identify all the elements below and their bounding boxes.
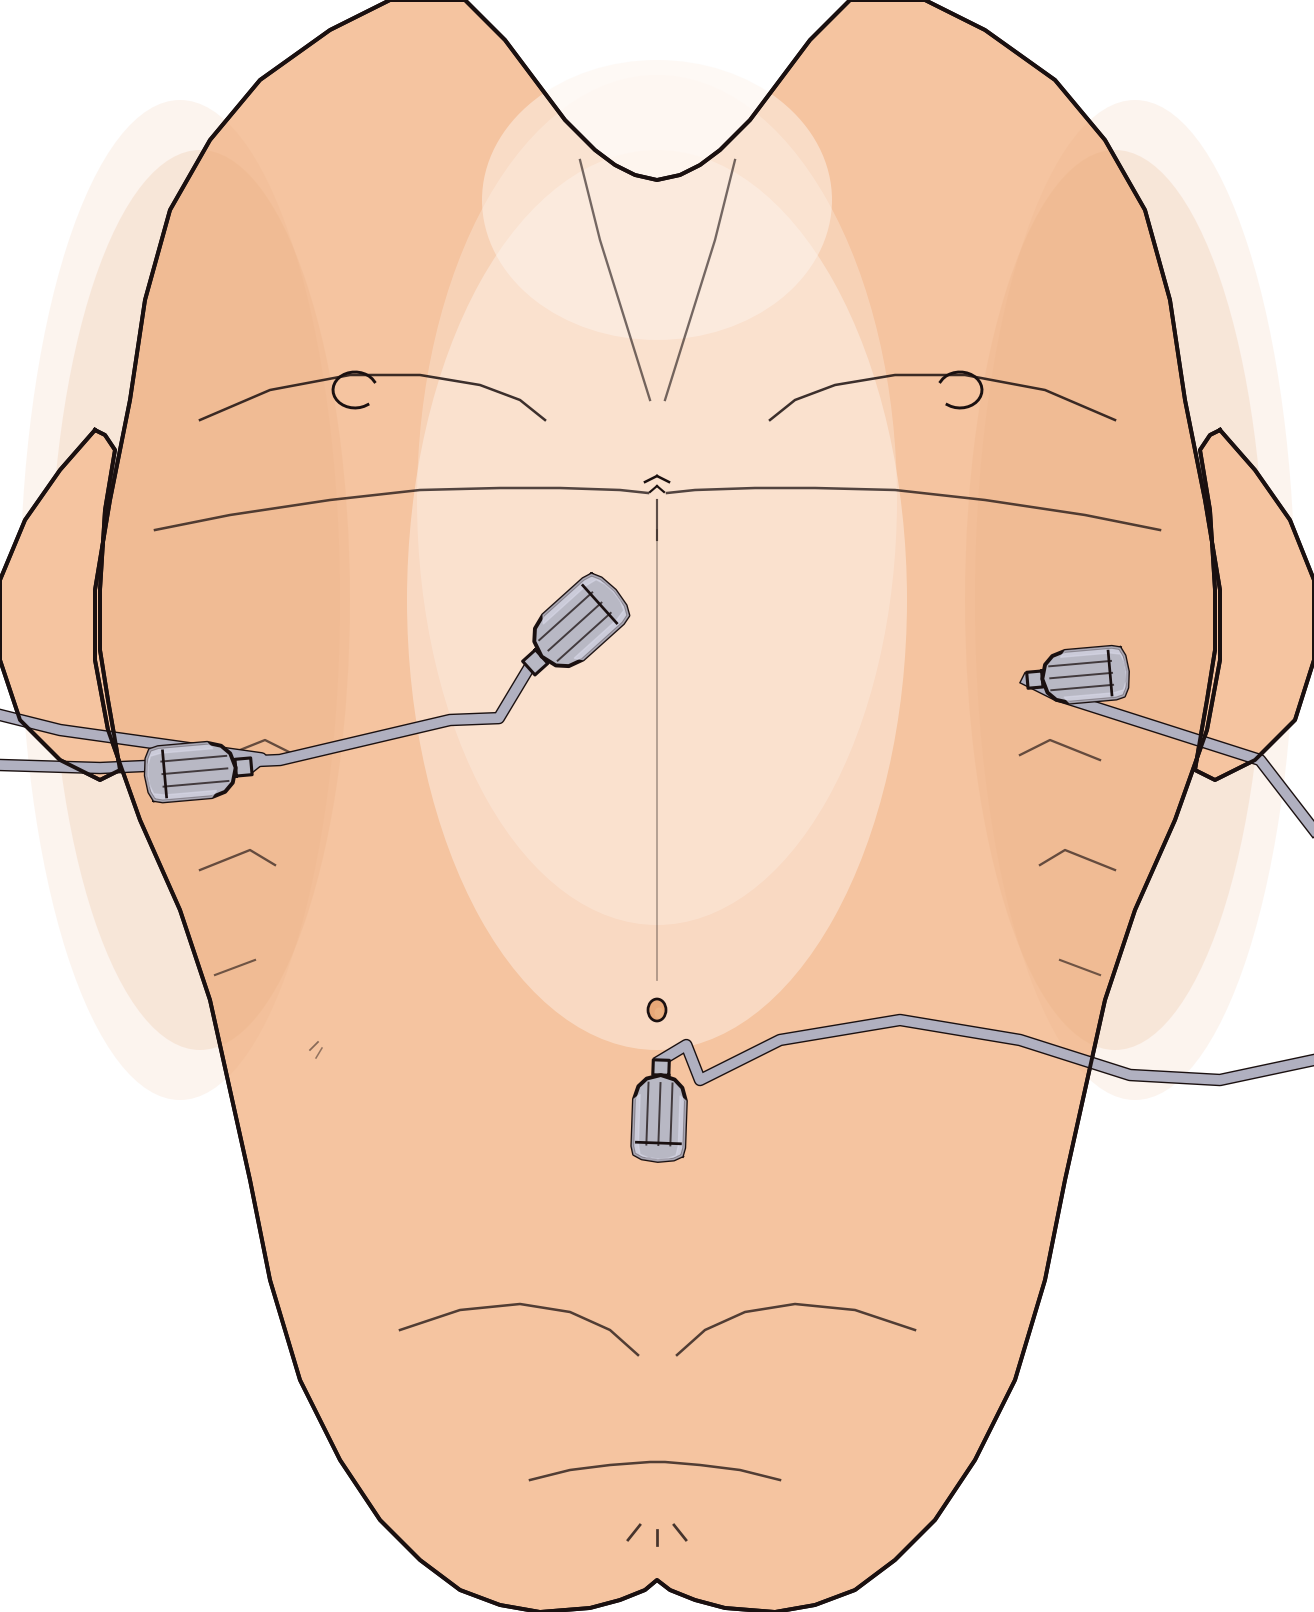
Polygon shape: [632, 1095, 686, 1161]
Polygon shape: [523, 650, 548, 675]
Polygon shape: [1194, 430, 1314, 780]
Polygon shape: [0, 430, 120, 780]
Ellipse shape: [20, 100, 340, 1099]
Polygon shape: [1194, 430, 1314, 780]
Ellipse shape: [648, 999, 666, 1020]
Polygon shape: [543, 574, 628, 659]
Polygon shape: [535, 574, 628, 666]
Polygon shape: [1042, 646, 1127, 703]
Ellipse shape: [407, 150, 907, 1049]
Ellipse shape: [50, 150, 350, 1049]
Ellipse shape: [964, 150, 1265, 1049]
Polygon shape: [0, 430, 120, 780]
Polygon shape: [1060, 646, 1127, 703]
Ellipse shape: [417, 76, 897, 925]
Polygon shape: [1026, 671, 1043, 688]
Polygon shape: [95, 0, 1219, 1612]
Ellipse shape: [654, 1008, 664, 1019]
Ellipse shape: [975, 100, 1296, 1099]
Polygon shape: [146, 743, 217, 801]
Polygon shape: [235, 758, 252, 775]
Polygon shape: [146, 743, 235, 801]
Ellipse shape: [482, 60, 832, 340]
Polygon shape: [653, 1059, 669, 1075]
Polygon shape: [632, 1075, 686, 1161]
